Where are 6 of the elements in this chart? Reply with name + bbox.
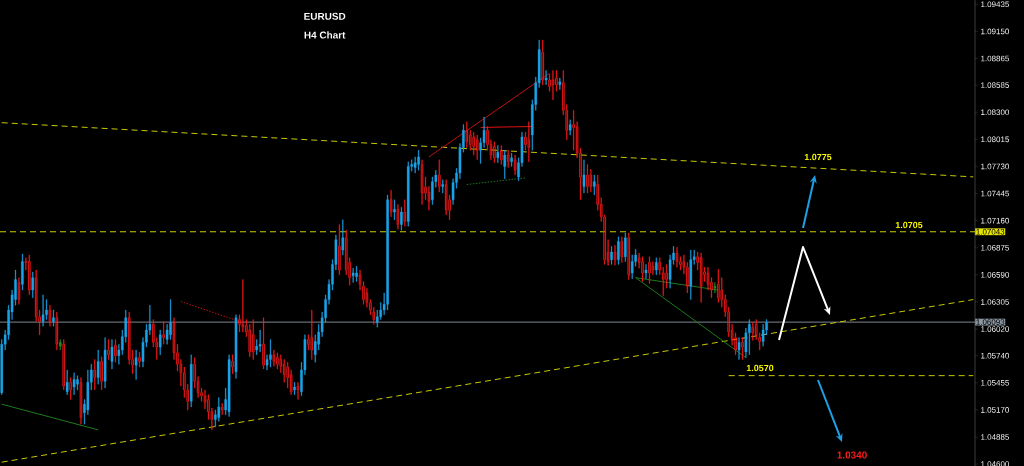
text: EURUSD: [304, 12, 346, 20]
annotation: 1.0705: [895, 221, 923, 229]
text: H4 Chart: [304, 31, 346, 39]
annotation: 1.0340: [837, 451, 867, 459]
annotation: 1.0775: [804, 153, 832, 161]
annotation: 1.0570: [746, 364, 774, 372]
